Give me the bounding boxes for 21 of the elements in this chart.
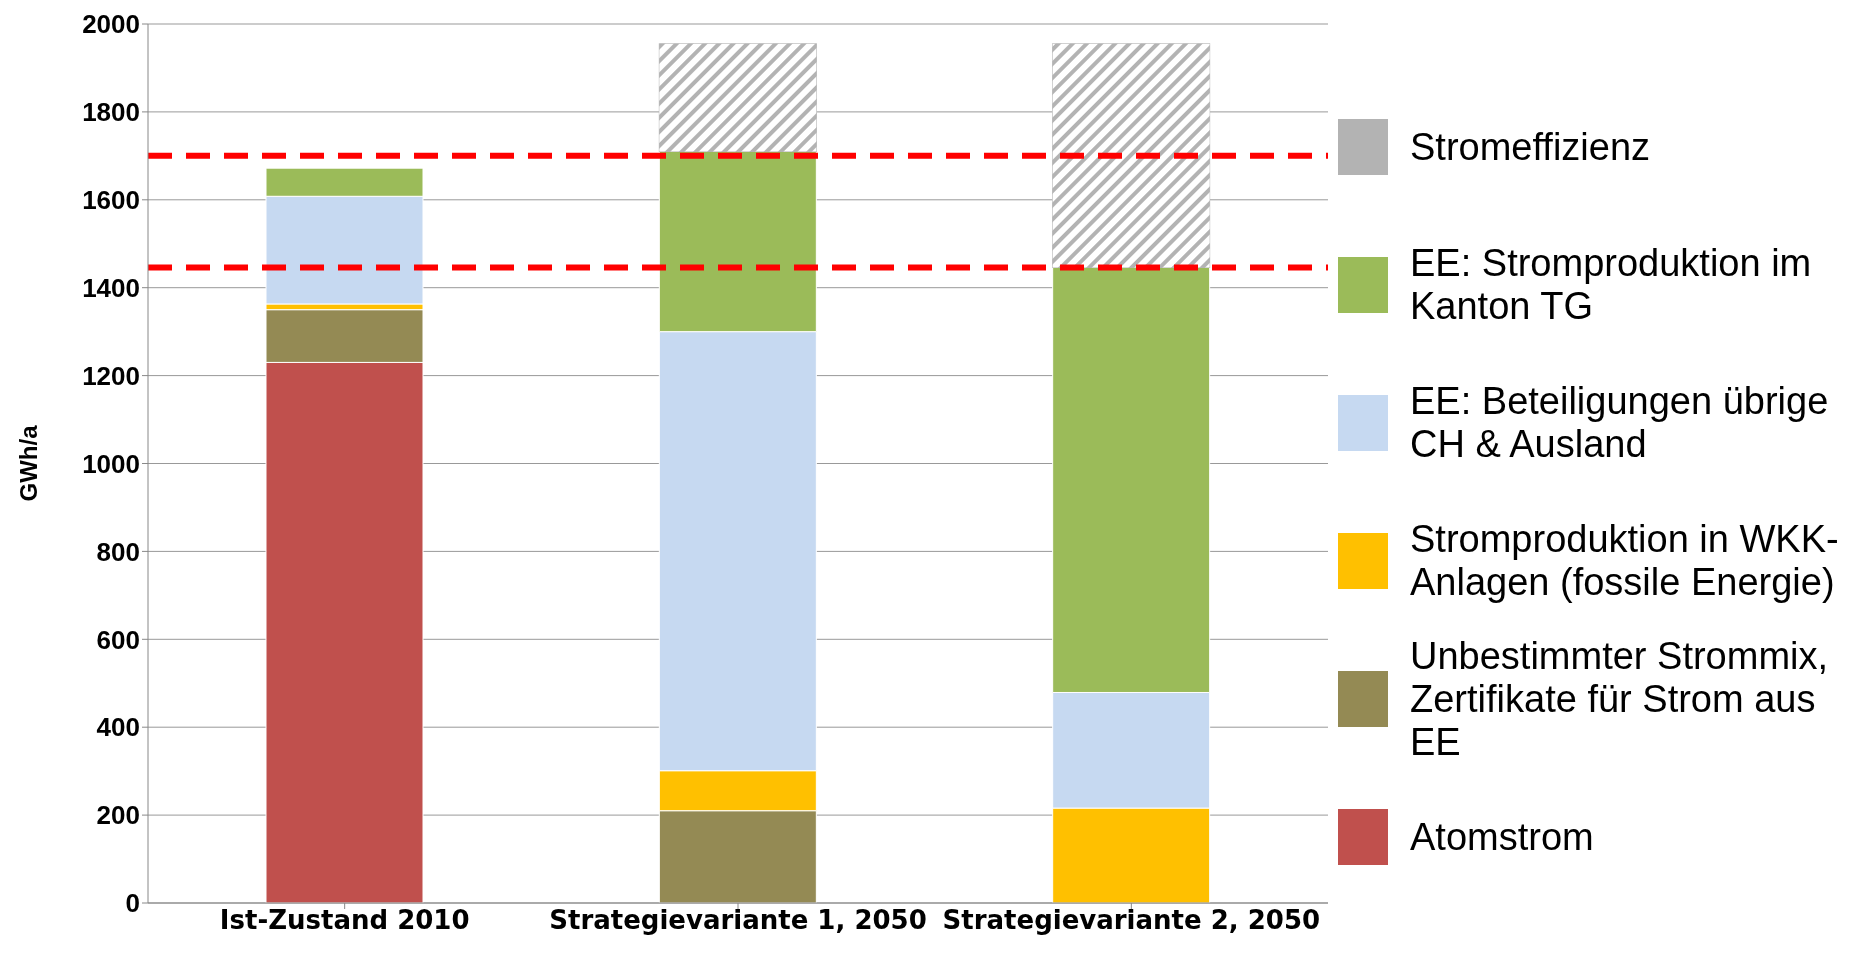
y-tick-label: 1200 [82,360,140,391]
legend-label: Stromproduktion in WKK-Anlagen (fossile Energie) [1410,518,1840,604]
x-tick-label: Ist-Zustand 2010 [219,905,470,936]
x-tick-label: Strategievariante 2, 2050 [942,905,1321,936]
y-axis-title: GWh/a [14,424,42,502]
y-tick-label: 800 [96,536,140,567]
legend-label: Stromeffizienz [1410,125,1651,169]
legend-label: EE: Stromproduktion im Kanton TG [1410,242,1813,328]
y-tick-label: 1600 [82,185,140,216]
legend-label: Unbestimmter Strommix, Zertifikate für Strom aus EE [1410,634,1830,764]
y-tick-label: 200 [96,800,140,831]
y-tick-label: 0 [125,888,140,919]
x-tick-label: Strategievariante 1, 2050 [549,905,927,936]
y-tick-label: 400 [96,712,140,743]
y-tick-label: 600 [96,624,140,655]
y-tick-label: 1400 [82,272,140,303]
y-tick-label: 1800 [82,97,140,128]
legend-label: Atomstrom [1410,815,1594,859]
legend-label: EE: Beteiligungen übrige CH & Ausland [1410,380,1830,466]
y-tick-label: 2000 [82,9,140,40]
y-tick-label: 1000 [82,448,140,479]
